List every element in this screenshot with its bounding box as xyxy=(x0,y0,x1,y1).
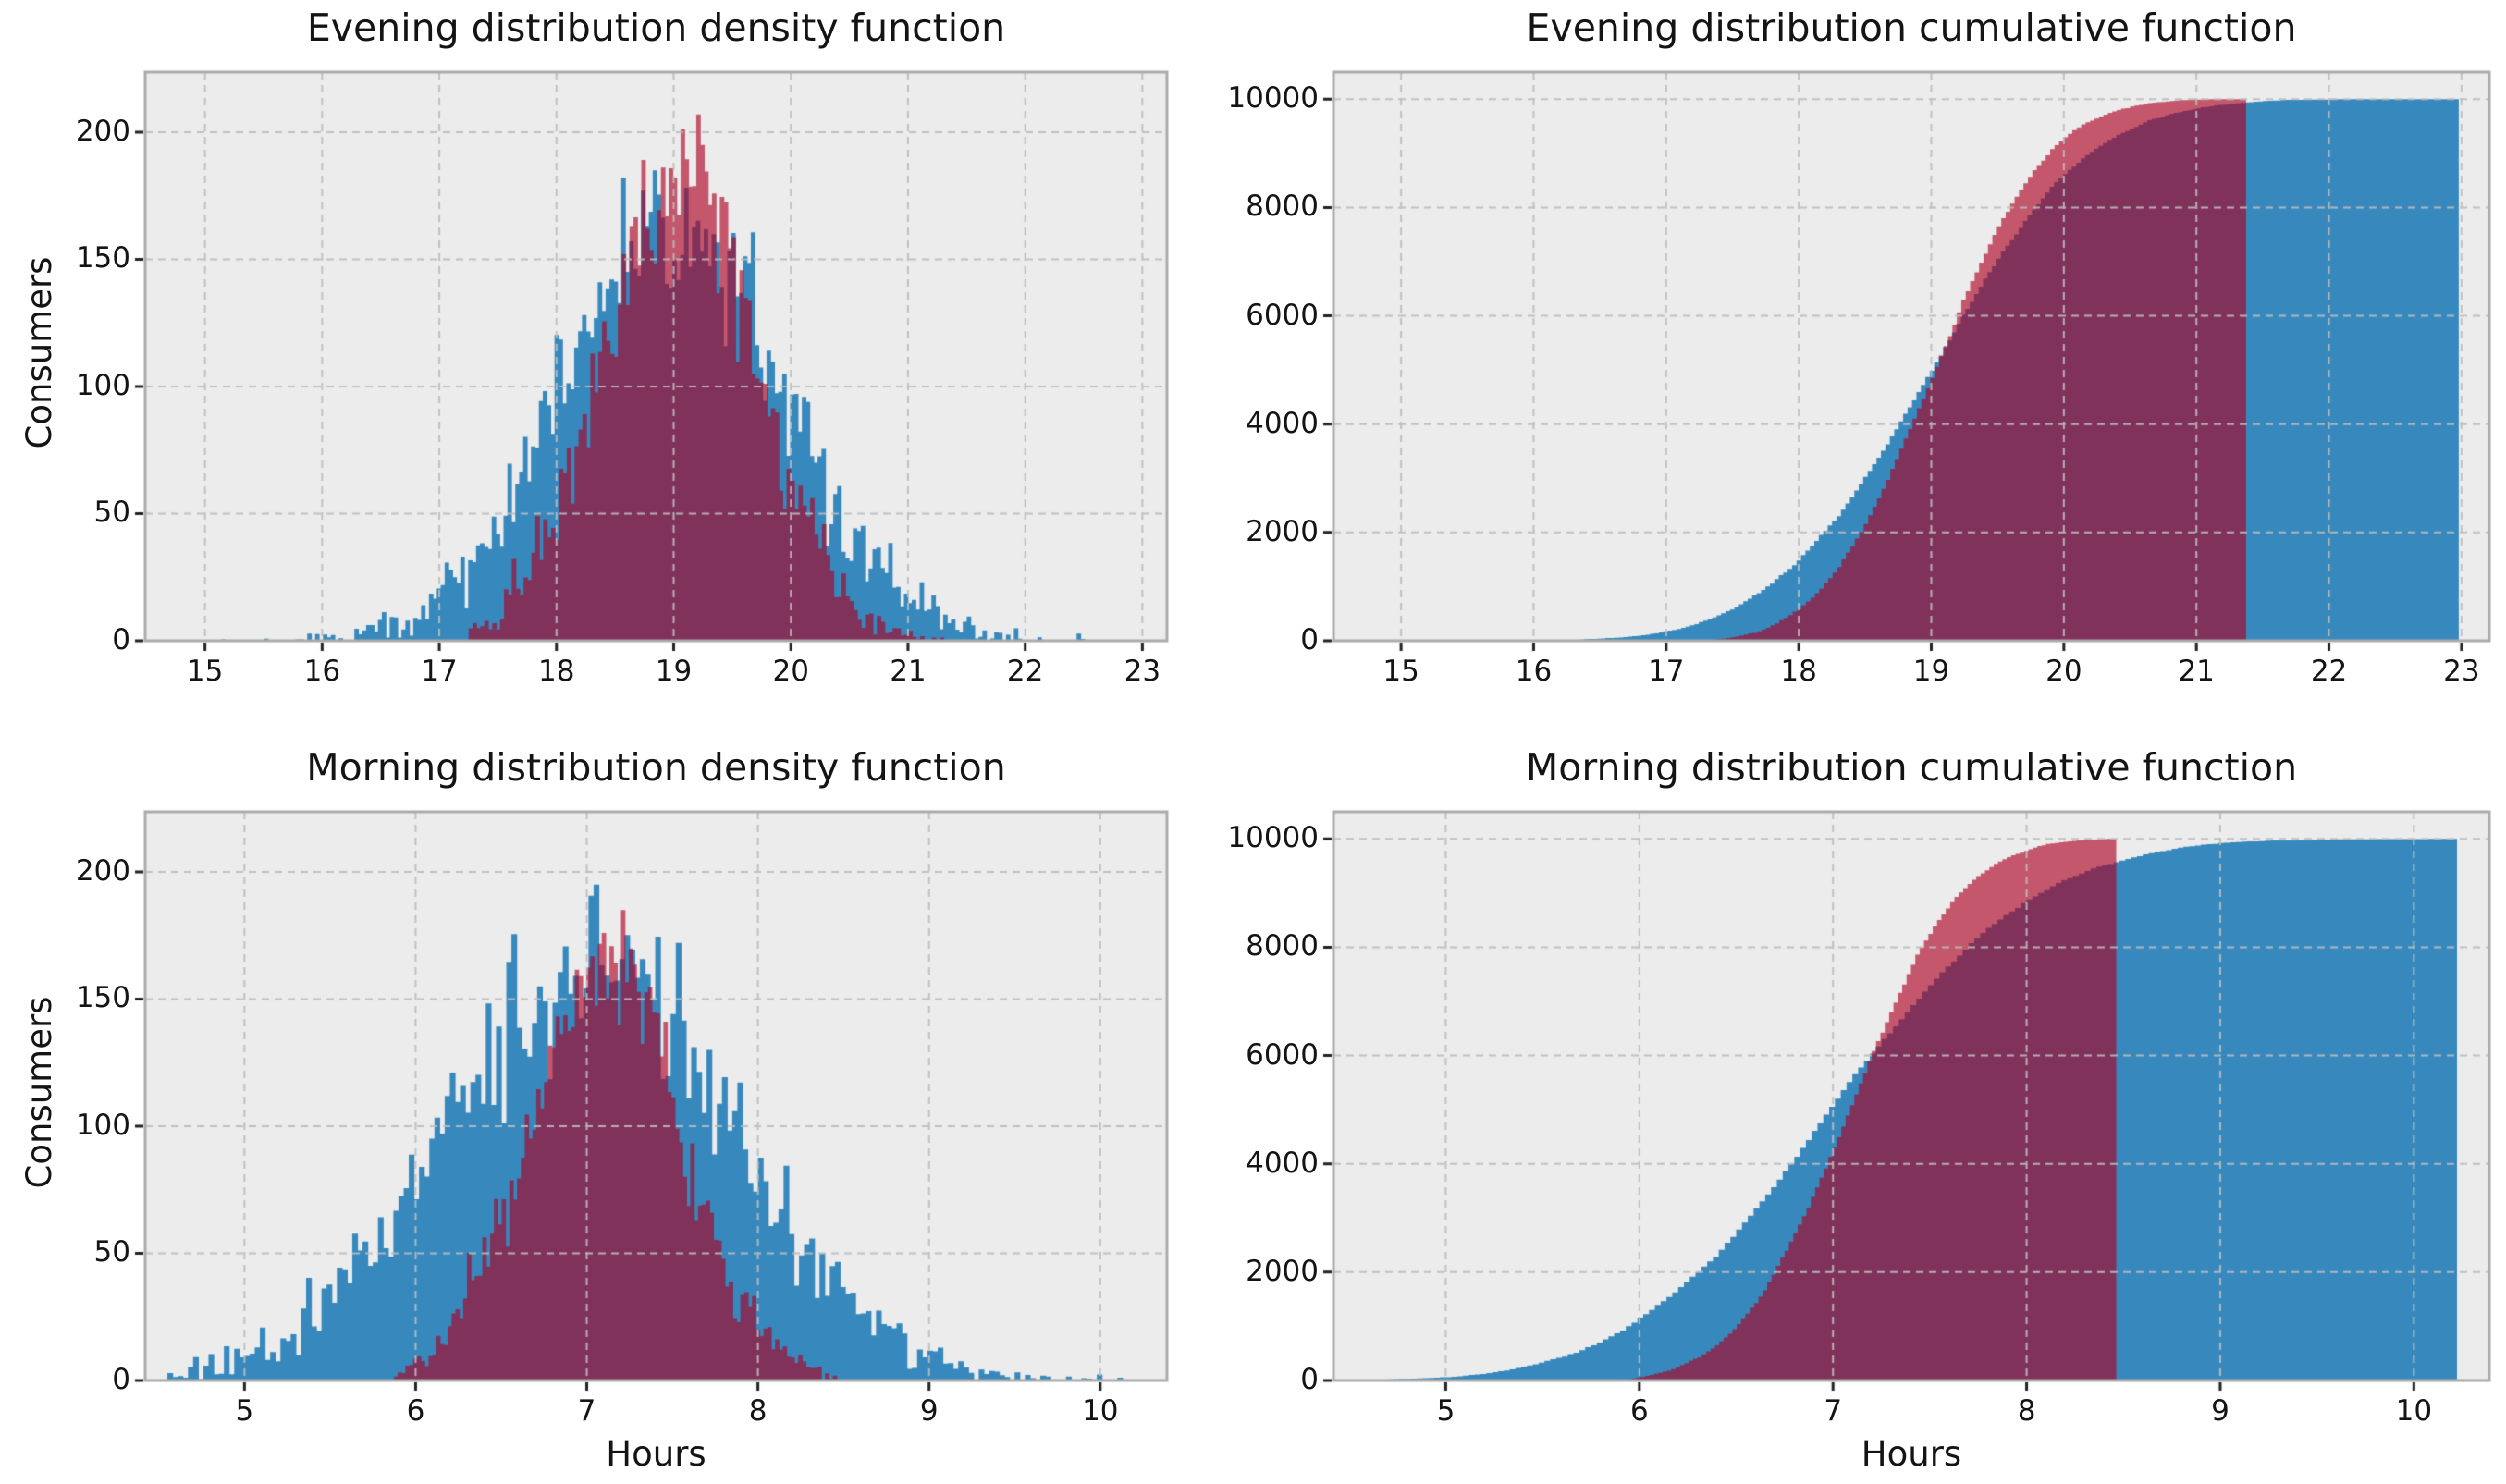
x-tick-label: 8 xyxy=(748,1394,768,1428)
y-axis-label: Consumers xyxy=(18,256,59,448)
x-tick-label: 7 xyxy=(577,1394,596,1428)
x-tick-label: 21 xyxy=(2178,655,2215,688)
y-tick-label: 4000 xyxy=(1246,1146,1319,1180)
x-tick-label: 23 xyxy=(2443,655,2480,688)
x-tick-label: 15 xyxy=(186,655,224,688)
x-tick-label: 6 xyxy=(1629,1394,1649,1428)
x-tick-label: 19 xyxy=(1912,655,1950,688)
x-tick-label: 17 xyxy=(421,655,458,688)
plot-area-canvas xyxy=(130,57,1182,656)
plot-title: Evening distribution density function xyxy=(306,6,1006,50)
y-tick-label: 100 xyxy=(75,1108,130,1142)
plot-title: Morning distribution cumulative function xyxy=(1525,745,2298,790)
y-tick-label: 200 xyxy=(75,114,130,148)
x-tick-label: 10 xyxy=(1082,1394,1119,1428)
x-tick-label: 23 xyxy=(1124,655,1161,688)
y-tick-label: 0 xyxy=(112,1363,130,1396)
y-tick-label: 8000 xyxy=(1246,929,1319,963)
y-tick-label: 0 xyxy=(1300,1363,1319,1396)
x-tick-label: 15 xyxy=(1382,655,1419,688)
x-tick-label: 21 xyxy=(890,655,927,688)
x-tick-label: 5 xyxy=(1436,1394,1456,1428)
x-tick-label: 8 xyxy=(2017,1394,2036,1428)
y-tick-label: 50 xyxy=(93,1235,130,1269)
plot-title: Evening distribution cumulative function xyxy=(1526,6,2297,50)
x-axis-label: Hours xyxy=(606,1434,706,1474)
y-tick-label: 10000 xyxy=(1227,821,1319,855)
y-tick-label: 6000 xyxy=(1246,1037,1319,1072)
y-tick-label: 2000 xyxy=(1246,1254,1319,1288)
x-tick-label: 6 xyxy=(406,1394,425,1428)
x-tick-label: 16 xyxy=(303,655,341,688)
y-tick-label: 0 xyxy=(1300,623,1319,656)
x-tick-label: 9 xyxy=(919,1394,939,1428)
x-tick-label: 19 xyxy=(655,655,693,688)
x-tick-label: 17 xyxy=(1648,655,1685,688)
plot-area-canvas xyxy=(1319,797,2504,1395)
plot-area-canvas xyxy=(1319,57,2504,656)
x-tick-label: 22 xyxy=(2310,655,2348,688)
y-tick-label: 6000 xyxy=(1246,298,1319,332)
y-tick-label: 4000 xyxy=(1246,406,1319,440)
y-tick-label: 100 xyxy=(75,368,130,402)
x-tick-label: 22 xyxy=(1006,655,1044,688)
plot-area-canvas xyxy=(130,797,1182,1395)
x-tick-label: 10 xyxy=(2395,1394,2433,1428)
x-axis-label: Hours xyxy=(1861,1434,1962,1474)
y-tick-label: 200 xyxy=(75,853,130,888)
y-axis-label: Consumers xyxy=(18,996,59,1188)
x-tick-label: 9 xyxy=(2211,1394,2230,1428)
x-tick-label: 18 xyxy=(538,655,575,688)
plot-title: Morning distribution density function xyxy=(306,745,1006,790)
y-tick-label: 150 xyxy=(75,241,130,276)
x-tick-label: 18 xyxy=(1780,655,1817,688)
x-tick-label: 20 xyxy=(772,655,809,688)
x-tick-label: 16 xyxy=(1515,655,1553,688)
y-tick-label: 50 xyxy=(93,496,130,530)
y-tick-label: 8000 xyxy=(1246,190,1319,224)
x-tick-label: 5 xyxy=(235,1394,254,1428)
x-tick-label: 20 xyxy=(2045,655,2082,688)
y-tick-label: 0 xyxy=(112,623,130,656)
y-tick-label: 2000 xyxy=(1246,514,1319,548)
y-tick-label: 10000 xyxy=(1227,81,1319,116)
y-tick-label: 150 xyxy=(75,981,130,1015)
x-tick-label: 7 xyxy=(1824,1394,1843,1428)
